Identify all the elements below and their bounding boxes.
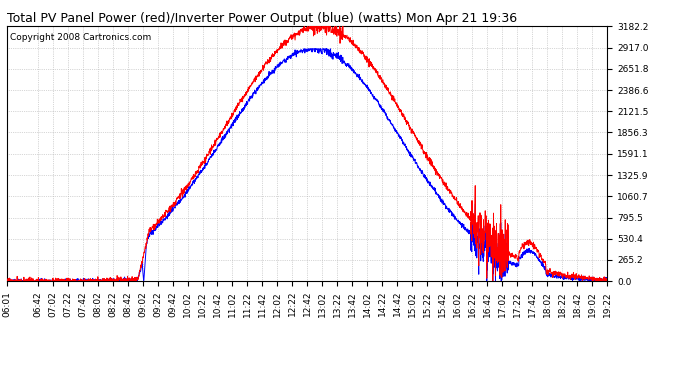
Text: Copyright 2008 Cartronics.com: Copyright 2008 Cartronics.com	[10, 33, 151, 42]
Text: Total PV Panel Power (red)/Inverter Power Output (blue) (watts) Mon Apr 21 19:36: Total PV Panel Power (red)/Inverter Powe…	[7, 12, 517, 25]
